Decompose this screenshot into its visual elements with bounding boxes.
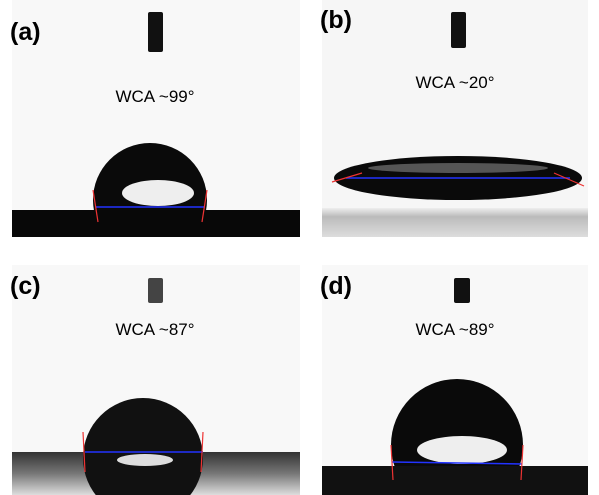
- image-d: [322, 265, 588, 495]
- panel-caption: WCA ~89°: [415, 320, 494, 340]
- image-c: [12, 265, 300, 495]
- panel-caption: WCA ~99°: [115, 87, 194, 107]
- figure: (a) WCA ~99° (b) WCA ~20° (c) WCA ~87° (…: [0, 0, 599, 495]
- panel-caption: WCA ~87°: [115, 320, 194, 340]
- image-a: [12, 0, 300, 257]
- image-b: [322, 0, 588, 237]
- panel-label: (c): [10, 272, 41, 301]
- panel-label: (b): [320, 6, 352, 35]
- panel-caption: WCA ~20°: [415, 73, 494, 93]
- panel-label: (a): [10, 18, 41, 47]
- droplet-images: [0, 0, 599, 495]
- panel-label: (d): [320, 272, 352, 301]
